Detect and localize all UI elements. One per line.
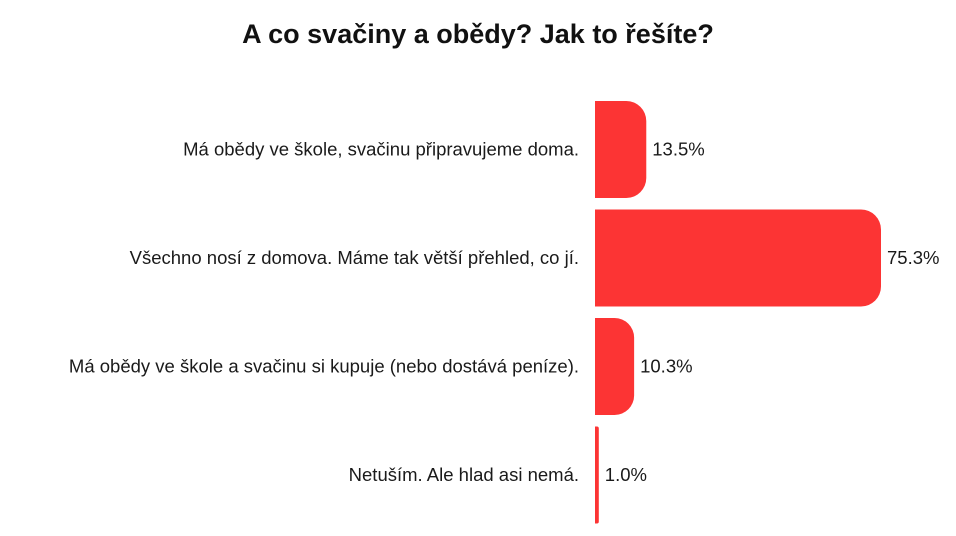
chart-marks: Má obědy ve škole, svačinu připravujeme … [69, 101, 939, 524]
value-label-3: 10.3% [640, 356, 692, 377]
category-label-2: Všechno nosí z domova. Máme tak větší př… [130, 247, 579, 268]
chart-title: A co svačiny a obědy? Jak to řešíte? [242, 19, 714, 49]
bar-3 [595, 318, 635, 415]
bar-4 [595, 426, 599, 524]
bar-1 [595, 101, 647, 198]
category-label-1: Má obědy ve škole, svačinu připravujeme … [183, 139, 579, 160]
value-label-1: 13.5% [652, 139, 704, 160]
bar-2 [595, 209, 881, 307]
category-label-3: Má obědy ve škole a svačinu si kupuje (n… [69, 356, 579, 377]
value-label-2: 75.3% [887, 247, 939, 268]
category-label-4: Netuším. Ale hlad asi nemá. [349, 464, 579, 485]
value-label-4: 1.0% [605, 464, 647, 485]
